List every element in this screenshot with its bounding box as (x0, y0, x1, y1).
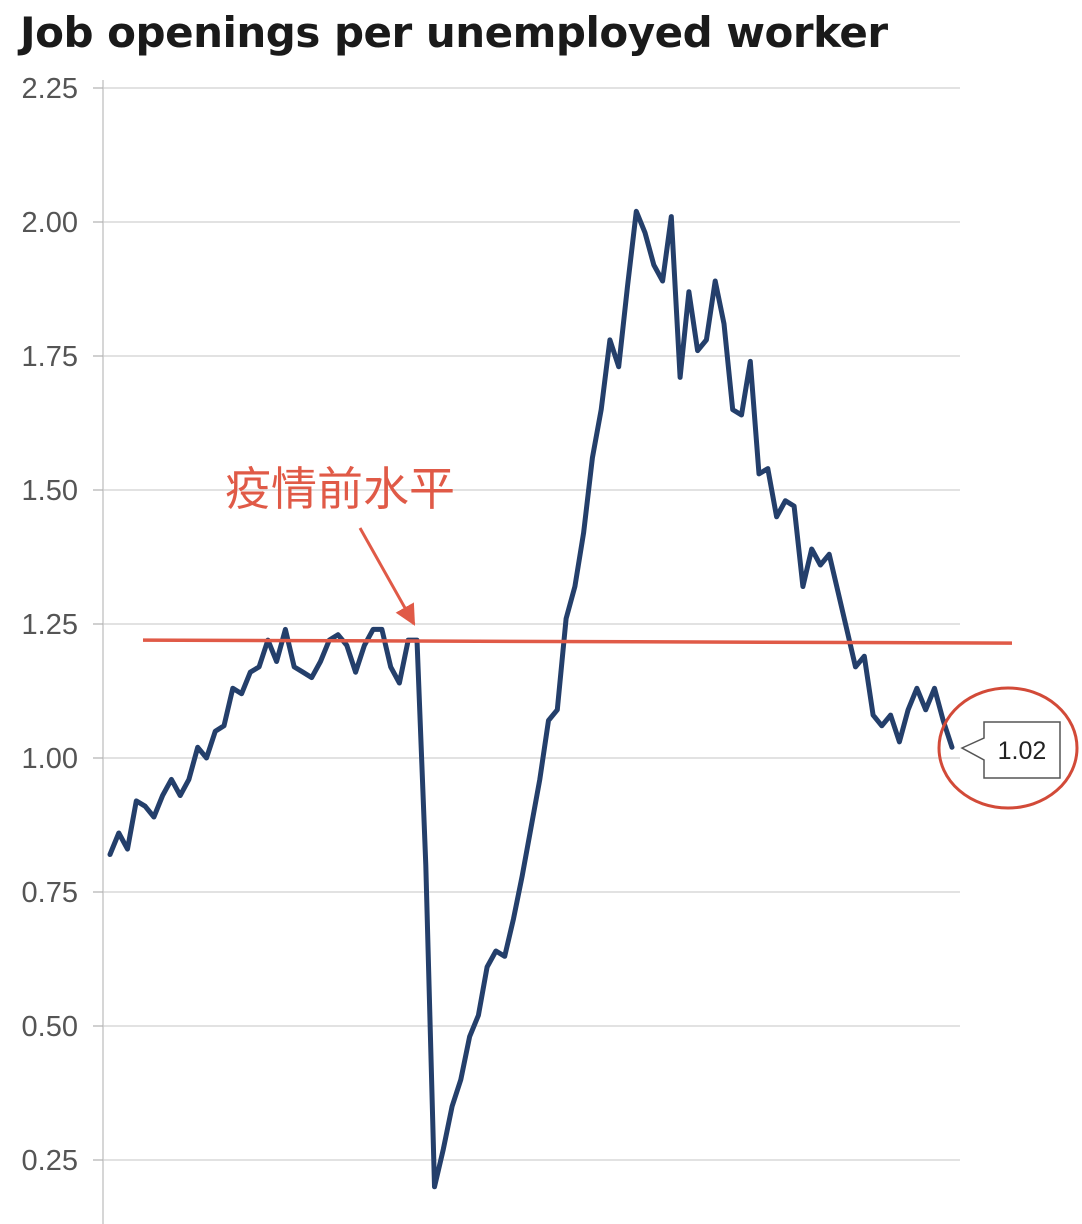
y-tick-label: 0.25 (22, 1145, 78, 1177)
y-tick-label: 1.25 (22, 609, 78, 641)
reference-layer (142, 638, 1013, 645)
gridlines (103, 87, 960, 1161)
y-tick-label: 1.00 (22, 743, 78, 775)
y-tick-label: 1.50 (22, 475, 78, 507)
callout-value: 1.02 (998, 737, 1047, 765)
y-tick-label: 2.25 (22, 73, 78, 105)
y-tick-label: 2.00 (22, 207, 78, 239)
annotation-arrow (358, 527, 416, 626)
y-tick-label: 1.75 (22, 341, 78, 373)
y-tick-label: 0.75 (22, 877, 78, 909)
last-value-callout: 1.02 (937, 686, 1079, 810)
y-axis-ticks: 2.25 2.00 1.75 1.50 1.25 1.00 0.75 0.50 0.25 (22, 73, 103, 1177)
y-tick-label: 0.50 (22, 1011, 78, 1043)
highlight-circle (937, 686, 1079, 810)
pre-pandemic-level-line (142, 638, 1013, 645)
series-line (107, 208, 955, 1190)
annotation-group: 疫情前水平 (225, 462, 455, 626)
chart-title: Job openings per unemployed worker (20, 8, 888, 57)
annotation-label: 疫情前水平 (225, 462, 455, 516)
series-layer (107, 208, 955, 1190)
callout-box (960, 721, 1061, 779)
